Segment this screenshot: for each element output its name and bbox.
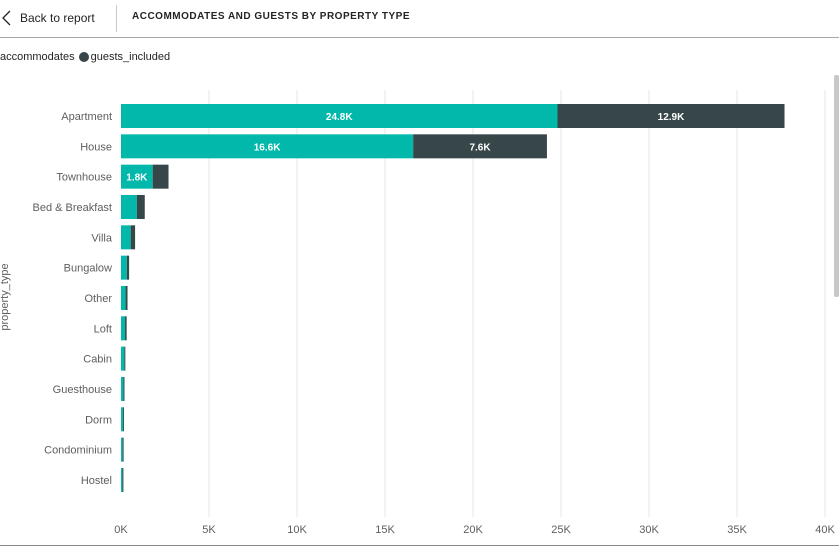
bar-accommodates (121, 164, 153, 189)
x-tick-label: 10K (287, 524, 307, 536)
back-to-report-label: Back to report (20, 11, 95, 25)
bar-accommodates (121, 407, 123, 432)
bar-guests-included (125, 285, 128, 310)
bar-guests-included (136, 194, 145, 219)
bar-accommodates (121, 437, 123, 462)
legend-dot-guests-included (78, 52, 89, 62)
bar-guests-included (122, 467, 124, 492)
bar-accommodates (121, 467, 123, 492)
category-label: Hostel (81, 475, 112, 487)
category-label: Guesthouse (53, 384, 112, 396)
visual-title: ACCOMMODATES AND GUESTS BY PROPERTY TYPE (132, 11, 410, 22)
bar-guests-included (122, 407, 124, 432)
bar-accommodates (121, 346, 125, 371)
bar-guests-included (126, 255, 130, 280)
bar-guests-included (152, 164, 169, 189)
x-tick-label: 0K (114, 524, 128, 536)
x-tick-label: 25K (551, 524, 571, 536)
category-label: Bungalow (64, 263, 112, 275)
bar-guests-included (125, 316, 127, 341)
category-label: Loft (94, 323, 112, 335)
header-divider (116, 5, 117, 32)
bar-guests-included (557, 104, 785, 128)
bar-guests-included (130, 225, 136, 250)
category-label: Other (84, 293, 112, 305)
data-label: 1.8K (126, 173, 148, 184)
data-label: 16.6K (254, 142, 281, 153)
data-label: 12.9K (658, 112, 685, 123)
x-tick-label: 20K (463, 524, 483, 536)
category-label: Cabin (83, 354, 112, 366)
bottom-border (0, 545, 839, 546)
bar-chart: 0K 5K 10K 15K 20K 25K 30K 35K 40K property_type Ap… (0, 90, 835, 536)
x-tick-label: 30K (639, 524, 659, 536)
category-label: House (80, 141, 112, 153)
chart-legend: accommodates guests_included (0, 51, 170, 63)
top-bar: Back to report ACCOMMODATES AND GUESTS B… (0, 0, 839, 38)
y-axis-title: property_type (0, 263, 11, 330)
bar-accommodates (121, 376, 124, 401)
legend-item-guests-included[interactable]: guests_included (90, 51, 171, 63)
bar-accommodates (121, 104, 558, 128)
bar-guests-included (123, 376, 125, 401)
bar-accommodates (121, 194, 137, 219)
category-label: Dorm (85, 414, 112, 426)
x-tick-label: 15K (375, 524, 395, 536)
category-label: Townhouse (56, 172, 112, 184)
data-label: 7.6K (469, 142, 491, 153)
bar-guests-included (413, 134, 547, 159)
x-tick-label: 40K (815, 524, 835, 536)
x-tick-label: 35K (727, 524, 747, 536)
category-label: Condominium (44, 445, 112, 457)
x-tick-label: 5K (202, 524, 216, 536)
back-to-report-button[interactable]: Back to report (0, 0, 102, 37)
bar-accommodates (121, 255, 127, 280)
vertical-scrollbar[interactable] (834, 75, 839, 297)
bar-guests-included (124, 346, 126, 371)
bar-accommodates (121, 285, 126, 310)
category-label: Bed & Breakfast (33, 202, 113, 214)
bar-accommodates (121, 134, 414, 159)
bar-accommodates (121, 316, 126, 341)
bar-guests-included (122, 437, 124, 462)
category-label: Villa (91, 232, 112, 244)
legend-item-accommodates[interactable]: accommodates (0, 51, 75, 63)
data-label: 24.8K (326, 112, 353, 123)
category-label: Apartment (61, 111, 112, 123)
chevron-left-icon (2, 10, 11, 26)
bar-accommodates (121, 225, 131, 250)
